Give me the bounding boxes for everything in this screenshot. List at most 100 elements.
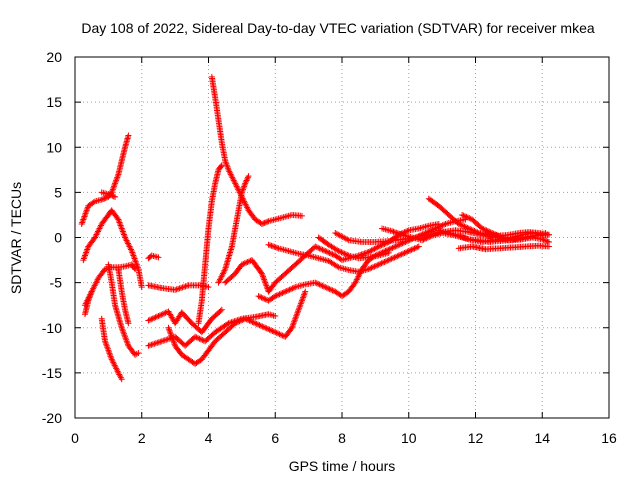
- data-point: [273, 292, 280, 299]
- data-point: [255, 293, 262, 300]
- data-point: [90, 199, 97, 206]
- data-point: [421, 235, 428, 242]
- data-point: [182, 283, 189, 290]
- data-point: [272, 329, 279, 336]
- x-tick-label: 6: [271, 430, 279, 446]
- data-point: [175, 285, 182, 292]
- series-arc11: [145, 306, 225, 336]
- data-point: [389, 244, 396, 251]
- data-point: [439, 222, 446, 229]
- data-point: [398, 251, 405, 258]
- data-point: [264, 218, 271, 225]
- data-point: [286, 286, 293, 293]
- series-arc12: [145, 311, 279, 349]
- data-point: [159, 311, 166, 318]
- series-arc2: [98, 189, 119, 200]
- data-point: [280, 289, 287, 296]
- y-axis-label: SDTVAR / TECUs: [8, 182, 24, 294]
- data-point: [258, 220, 265, 227]
- data-point: [277, 331, 284, 338]
- y-tick-label: 20: [46, 49, 62, 65]
- data-point: [289, 285, 296, 292]
- data-point: [414, 244, 421, 251]
- data-point: [436, 223, 443, 230]
- data-point: [386, 246, 393, 253]
- data-point: [227, 319, 234, 326]
- data-point: [279, 289, 286, 296]
- data-point: [323, 284, 330, 291]
- data-point: [542, 229, 549, 236]
- data-point: [404, 248, 411, 255]
- data-point: [106, 191, 113, 198]
- data-point: [483, 227, 490, 234]
- series-arc13: [165, 288, 309, 367]
- data-point: [290, 284, 297, 291]
- data-point: [398, 240, 405, 247]
- data-point: [365, 266, 372, 273]
- data-point: [235, 318, 242, 325]
- y-tick-label: 10: [46, 139, 62, 155]
- data-point: [302, 288, 309, 295]
- data-point: [283, 288, 290, 295]
- data-marks: [78, 73, 552, 383]
- data-point: [260, 324, 267, 331]
- y-tick-label: -20: [42, 410, 62, 426]
- data-point: [100, 196, 107, 203]
- chart-title: Day 108 of 2022, Sidereal Day-to-day VTE…: [81, 20, 594, 36]
- data-point: [240, 260, 247, 267]
- data-point: [463, 213, 470, 220]
- data-point: [243, 177, 250, 184]
- x-tick-label: 2: [138, 430, 146, 446]
- data-point: [492, 231, 499, 238]
- data-point: [385, 249, 392, 256]
- data-point: [156, 312, 163, 319]
- data-point: [395, 252, 402, 259]
- data-point: [407, 247, 414, 254]
- data-point: [272, 313, 279, 320]
- data-point: [274, 244, 281, 251]
- data-point: [193, 334, 200, 341]
- plot-frame: [74, 56, 610, 419]
- data-point: [367, 265, 374, 272]
- data-point: [385, 257, 392, 264]
- data-point: [272, 244, 279, 251]
- data-point: [161, 310, 168, 317]
- data-point: [388, 255, 395, 262]
- data-point: [322, 284, 329, 291]
- data-point: [155, 313, 162, 320]
- data-point: [404, 227, 411, 234]
- data-point: [382, 258, 389, 265]
- series-arc7: [105, 261, 142, 358]
- data-point: [178, 284, 185, 291]
- data-point: [242, 180, 249, 187]
- series-arc25: [455, 242, 552, 253]
- series-arc6: [98, 315, 125, 383]
- data-point: [323, 248, 330, 255]
- data-point: [474, 229, 481, 236]
- data-point: [246, 317, 253, 324]
- y-tick-label: -5: [50, 275, 63, 291]
- data-point: [262, 219, 269, 226]
- data-point: [390, 244, 397, 251]
- data-point: [401, 249, 408, 256]
- data-point: [98, 196, 105, 203]
- data-point: [400, 250, 407, 257]
- data-point: [441, 221, 448, 228]
- data-point: [322, 248, 329, 255]
- data-point: [393, 242, 400, 249]
- data-point: [543, 237, 550, 244]
- x-tick-label: 8: [338, 430, 346, 446]
- data-point: [458, 233, 465, 240]
- data-point: [135, 350, 142, 357]
- data-point: [154, 313, 161, 320]
- data-point: [145, 342, 152, 349]
- data-point: [277, 290, 284, 297]
- data-point: [233, 319, 240, 326]
- data-point: [224, 321, 231, 328]
- data-point: [138, 284, 145, 291]
- data-point: [457, 221, 464, 228]
- data-point: [285, 287, 292, 294]
- data-point: [148, 316, 155, 323]
- data-point: [276, 291, 283, 298]
